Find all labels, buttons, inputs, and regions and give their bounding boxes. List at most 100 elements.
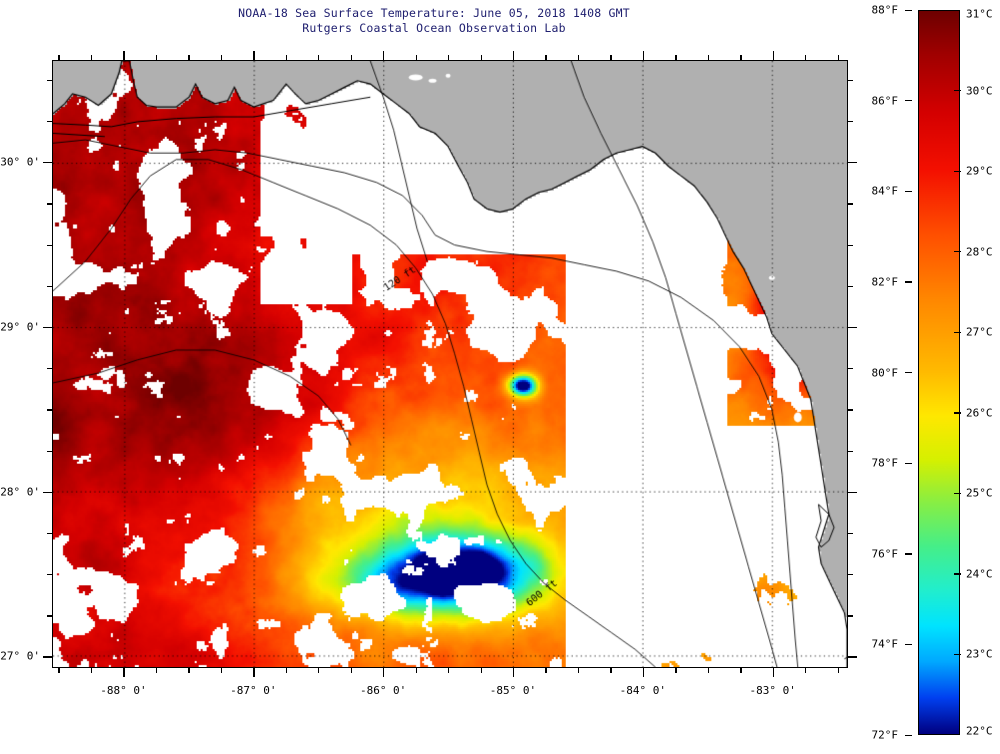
colorbar-tick-f xyxy=(905,281,912,283)
x-tick-top xyxy=(220,55,223,60)
sst-map-frame[interactable] xyxy=(52,60,848,668)
x-axis-label: -86° 0' xyxy=(359,684,407,697)
x-tick-top xyxy=(415,55,417,60)
y-tick-right xyxy=(848,120,853,123)
x-tick-top xyxy=(383,51,385,60)
x-axis-label: -84° 0' xyxy=(619,684,667,697)
x-tick-top xyxy=(318,55,320,60)
page-subtitle: Rutgers Coastal Ocean Observation Lab xyxy=(302,21,566,35)
y-tick-right xyxy=(848,79,853,82)
x-tick-top xyxy=(805,55,807,60)
y-tick-right xyxy=(848,491,857,493)
x-tick-bottom xyxy=(220,668,223,673)
colorbar-label-c: 26°C xyxy=(966,406,993,420)
x-tick-top xyxy=(642,51,645,60)
x-tick-bottom xyxy=(480,668,482,673)
colorbar-tick-f xyxy=(905,372,912,374)
colorbar-fahrenheit-labels: 72°F 74°F 76°F 78°F 80°F 82°F 84°F 86°F 88°F xyxy=(860,4,912,742)
x-tick-bottom xyxy=(642,668,645,677)
colorbar-label-f: 72°F xyxy=(871,728,899,742)
x-tick-top xyxy=(285,55,288,60)
x-tick-bottom xyxy=(350,668,352,673)
x-tick-bottom xyxy=(740,668,742,673)
x-tick-top xyxy=(740,55,742,60)
colorbar-tick-c xyxy=(954,573,961,575)
x-tick-bottom xyxy=(577,668,580,673)
y-tick-left xyxy=(47,285,52,288)
y-tick-right xyxy=(848,409,853,411)
colorbar-label-c: 24°C xyxy=(966,567,993,581)
x-tick-bottom xyxy=(188,668,190,673)
x-tick-bottom xyxy=(90,668,93,673)
x-tick-bottom xyxy=(155,668,158,673)
y-tick-left xyxy=(47,79,52,82)
y-tick-right xyxy=(848,615,853,617)
colorbar-tick-c xyxy=(954,492,961,495)
x-tick-bottom xyxy=(675,668,677,673)
y-tick-right xyxy=(848,574,853,576)
colorbar-label-c: 30°C xyxy=(966,84,993,98)
x-tick-bottom xyxy=(545,668,547,673)
x-tick-top xyxy=(90,55,93,60)
x-tick-top xyxy=(123,51,125,60)
y-tick-right xyxy=(848,450,853,452)
x-tick-top xyxy=(448,55,450,60)
y-tick-right xyxy=(848,656,857,658)
chart-title-block: NOAA-18 Sea Surface Temperature: June 05… xyxy=(0,6,868,36)
x-tick-bottom xyxy=(58,668,60,673)
x-tick-top xyxy=(610,55,612,60)
colorbar-tick-c xyxy=(954,170,961,172)
colorbar-tick-f xyxy=(905,553,912,555)
x-tick-top xyxy=(480,55,482,60)
colorbar-label-c: 25°C xyxy=(966,486,993,500)
colorbar-label-c: 31°C xyxy=(966,7,993,21)
colorbar-label-f: 78°F xyxy=(871,456,899,470)
y-tick-left xyxy=(47,368,52,370)
y-tick-left xyxy=(47,120,52,123)
colorbar-label-f: 88°F xyxy=(871,3,899,17)
y-tick-right xyxy=(848,203,853,205)
y-tick-left xyxy=(47,574,52,576)
x-tick-bottom xyxy=(253,668,255,677)
colorbar-label-c: 27°C xyxy=(966,325,993,339)
x-tick-top xyxy=(350,55,352,60)
y-tick-left xyxy=(43,326,52,329)
y-tick-right xyxy=(848,244,853,246)
x-tick-top xyxy=(253,51,255,60)
y-tick-right xyxy=(848,326,857,329)
x-tick-top xyxy=(675,55,677,60)
x-tick-bottom xyxy=(285,668,288,673)
x-axis-label: -85° 0' xyxy=(489,684,537,697)
x-tick-bottom xyxy=(837,668,839,673)
x-tick-bottom xyxy=(610,668,612,673)
x-tick-top xyxy=(512,51,515,60)
colorbar-tick-c xyxy=(954,90,961,92)
x-tick-top xyxy=(577,55,580,60)
colorbar-label-c: 22°C xyxy=(966,724,993,738)
colorbar-label-c: 29°C xyxy=(966,164,993,178)
x-tick-top xyxy=(707,55,710,60)
x-tick-top xyxy=(155,55,158,60)
x-tick-bottom xyxy=(415,668,417,673)
colorbar-label-f: 86°F xyxy=(871,94,899,108)
colorbar-label-c: 23°C xyxy=(966,647,993,661)
sst-map-canvas[interactable] xyxy=(53,61,847,667)
colorbar-label-f: 84°F xyxy=(871,184,899,198)
colorbar-tick-f xyxy=(905,100,912,102)
y-tick-left xyxy=(47,409,52,411)
x-tick-top xyxy=(188,55,190,60)
y-tick-left xyxy=(47,450,52,452)
colorbar xyxy=(918,10,960,735)
colorbar-tick-c xyxy=(954,412,961,414)
x-axis-label: -83° 0' xyxy=(749,684,796,697)
colorbar-tick-c xyxy=(954,251,961,253)
colorbar-tick-f xyxy=(905,9,912,11)
colorbar-celsius-labels: 22°C 23°C 24°C 25°C 26°C 27°C 28°C 29°C 30°C 31°C xyxy=(954,7,1000,738)
x-tick-bottom xyxy=(512,668,515,677)
y-axis-label: 30° 0' xyxy=(0,155,40,169)
x-tick-bottom xyxy=(123,668,125,677)
x-tick-top xyxy=(58,55,60,60)
colorbar-tick-f xyxy=(905,734,912,736)
colorbar-tick-f xyxy=(905,462,912,464)
y-tick-right xyxy=(848,532,853,535)
